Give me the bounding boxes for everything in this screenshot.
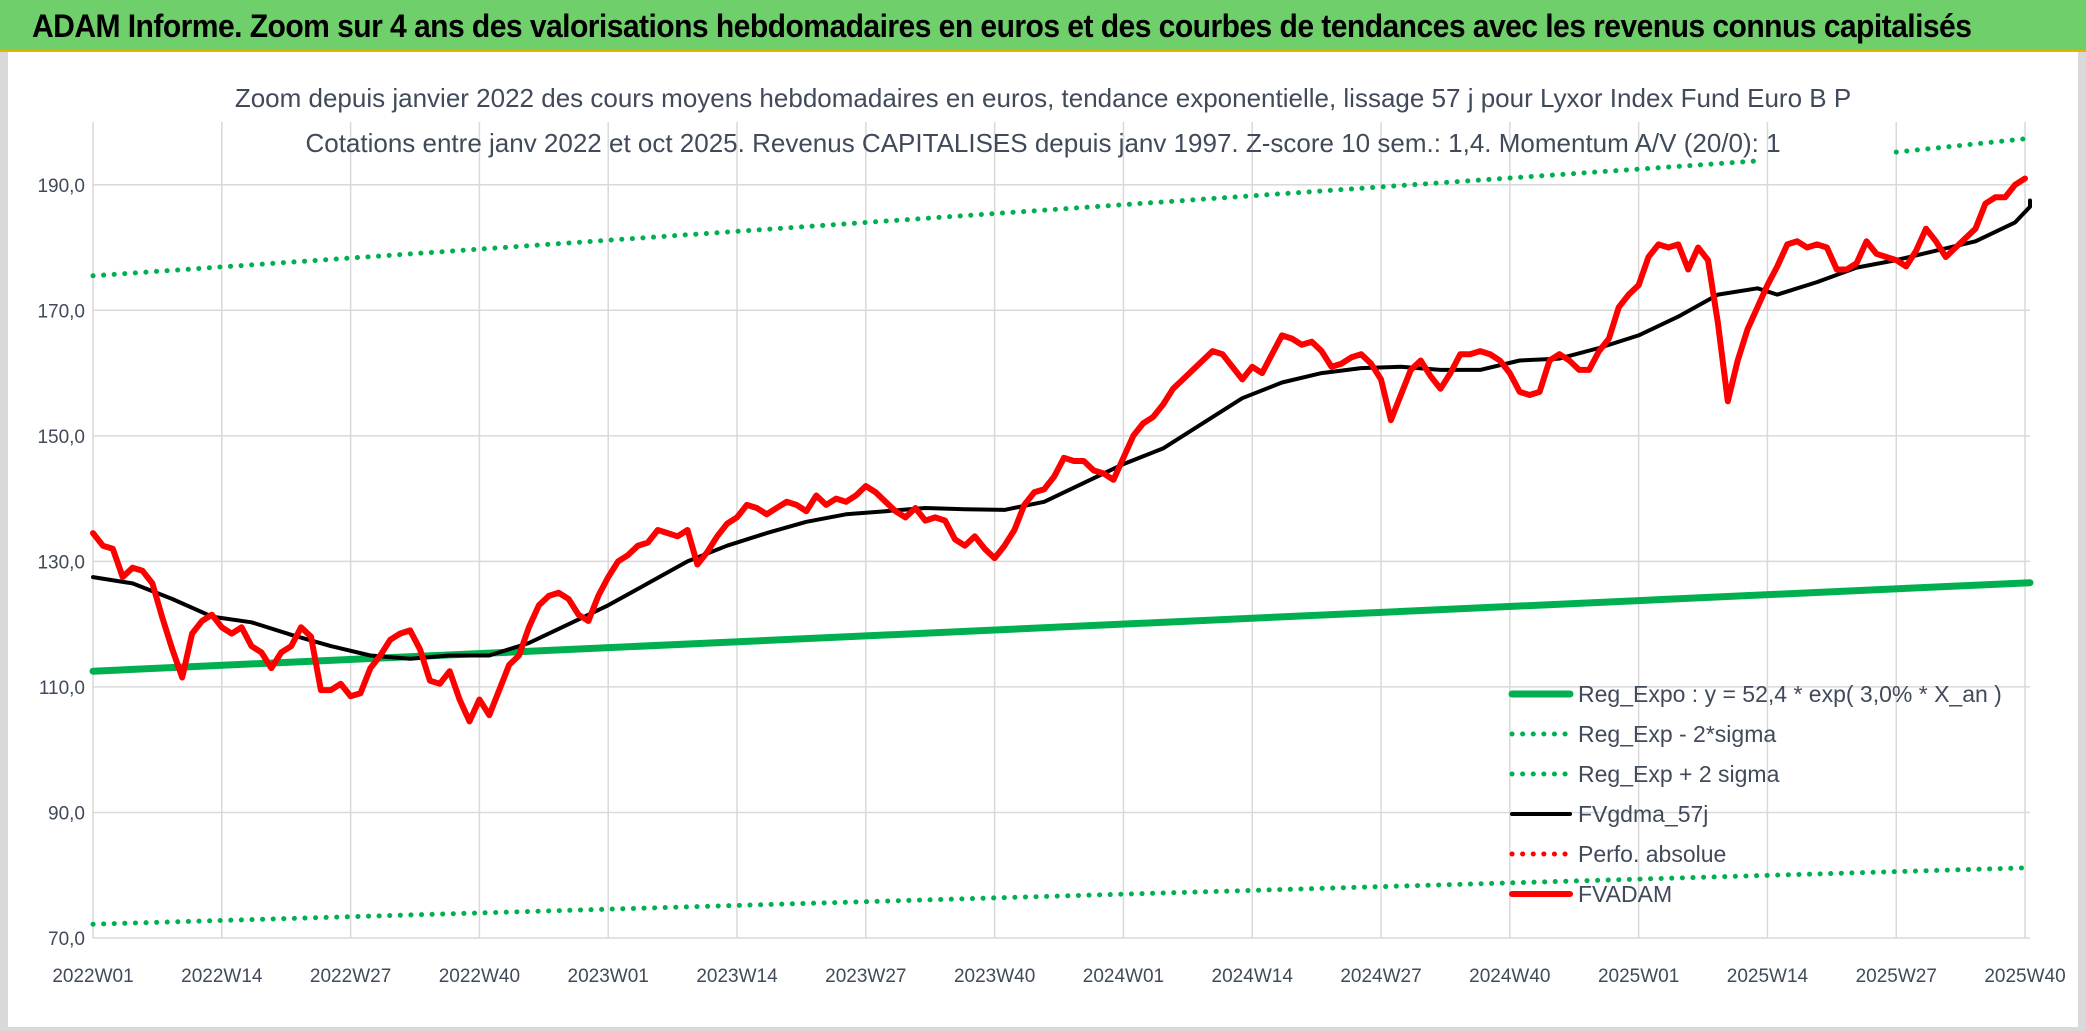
- chart-title-line1: Zoom depuis janvier 2022 des cours moyen…: [235, 83, 1851, 113]
- y-tick-label: 170,0: [37, 301, 85, 322]
- gridlines: [92, 122, 2030, 939]
- x-tick-label: 2024W27: [1340, 966, 1421, 987]
- x-axis-tick-labels: 2022W01 2022W14 2022W27 2022W40 2023W01 2023W…: [52, 966, 2065, 987]
- x-tick-label: 2025W14: [1727, 966, 1809, 987]
- x-tick-label: 2025W27: [1856, 966, 1937, 987]
- y-tick-label: 130,0: [37, 552, 85, 573]
- x-tick-label: 2024W01: [1083, 966, 1164, 987]
- y-tick-label: 70,0: [48, 929, 85, 950]
- bottom-frame-edge: [0, 1027, 2086, 1031]
- x-tick-label: 2024W14: [1212, 966, 1294, 987]
- x-tick-label: 2022W40: [439, 966, 520, 987]
- series-line: [90, 865, 2033, 927]
- header-bar: ADAM Informe. Zoom sur 4 ans des valoris…: [0, 0, 2086, 52]
- series-line: [90, 158, 1760, 279]
- series-layer: [89, 135, 2034, 927]
- legend-label: Reg_Expo : y = 52,4 * exp( 3,0% * X_an ): [1578, 681, 2002, 707]
- y-tick-label: 150,0: [37, 427, 85, 448]
- y-tick-label: 190,0: [37, 176, 85, 197]
- x-tick-label: 2024W40: [1469, 966, 1550, 987]
- x-tick-label: 2023W40: [954, 966, 1035, 987]
- legend-label: FVADAM: [1578, 881, 1672, 907]
- y-tick-label: 110,0: [39, 678, 85, 699]
- x-tick-label: 2022W01: [52, 966, 133, 987]
- legend: Reg_Expo : y = 52,4 * exp( 3,0% * X_an )…: [1508, 681, 2002, 907]
- series-line: [1893, 135, 2033, 155]
- legend-label: FVgdma_57j: [1578, 801, 1708, 827]
- right-frame-edge: [2078, 52, 2086, 1031]
- left-frame-edge: [0, 52, 8, 1031]
- legend-label: Reg_Exp + 2 sigma: [1578, 761, 1780, 787]
- legend-label: Perfo. absolue: [1578, 841, 1726, 867]
- chart-title-line2: Cotations entre janv 2022 et oct 2025. R…: [305, 128, 1780, 158]
- series-line: [90, 175, 2028, 725]
- y-tick-label: 90,0: [48, 803, 85, 824]
- header-title: ADAM Informe. Zoom sur 4 ans des valoris…: [32, 8, 1972, 44]
- x-tick-label: 2023W14: [696, 966, 778, 987]
- series-line: [91, 198, 2032, 661]
- x-tick-label: 2022W14: [181, 966, 263, 987]
- x-tick-label: 2023W27: [825, 966, 906, 987]
- y-axis-tick-labels: 70,0 90,0 110,0 130,0 150,0 170,0 190,0: [37, 176, 85, 950]
- x-tick-label: 2022W27: [310, 966, 391, 987]
- x-tick-label: 2025W01: [1598, 966, 1679, 987]
- x-tick-label: 2023W01: [568, 966, 649, 987]
- x-tick-label: 2025W40: [1984, 966, 2065, 987]
- legend-label: Reg_Exp - 2*sigma: [1578, 721, 1776, 747]
